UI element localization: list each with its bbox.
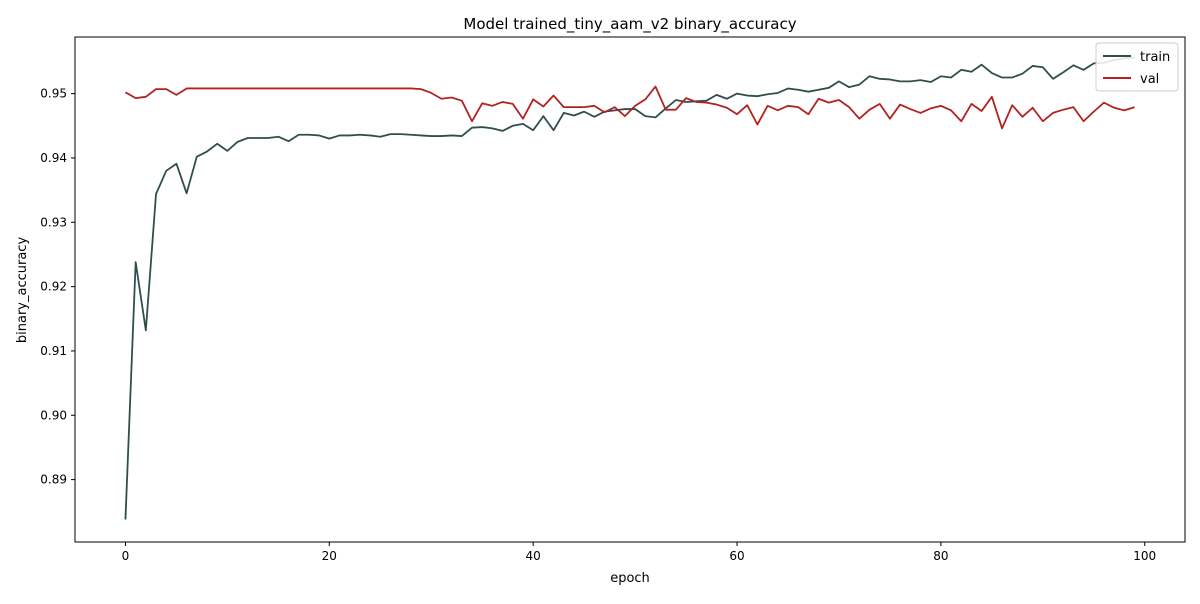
y-tick-label: 0.92 [40, 280, 67, 294]
x-tick-label: 0 [122, 549, 130, 563]
y-tick-label: 0.94 [40, 151, 67, 165]
plot-frame [74, 36, 1186, 543]
legend: train val [1095, 42, 1179, 92]
y-axis: 0.89 0.90 0.91 0.92 0.93 0.94 0.95 [40, 87, 75, 487]
plot-area [74, 36, 1186, 543]
x-tick-label: 100 [1133, 549, 1156, 563]
x-axis-label: epoch [610, 571, 650, 586]
x-tick-label: 60 [729, 549, 744, 563]
x-axis: 0 20 40 60 80 100 [122, 542, 1156, 563]
series-line-val [125, 85, 1135, 130]
y-tick-label: 0.89 [40, 473, 67, 487]
y-axis-label: binary_accuracy [15, 237, 30, 344]
x-tick-label: 40 [526, 549, 541, 563]
y-tick-label: 0.93 [40, 215, 67, 229]
x-tick-label: 20 [322, 549, 337, 563]
chart-title: Model trained_tiny_aam_v2 binary_accurac… [463, 15, 796, 34]
x-tick-label: 80 [933, 549, 948, 563]
y-tick-label: 0.91 [40, 344, 67, 358]
legend-label-train: train [1140, 50, 1170, 65]
series-layer [124, 56, 1135, 520]
legend-label-val: val [1140, 72, 1159, 87]
y-tick-label: 0.95 [40, 87, 67, 101]
y-tick-label: 0.90 [40, 408, 67, 422]
series-line-train [124, 56, 1135, 520]
